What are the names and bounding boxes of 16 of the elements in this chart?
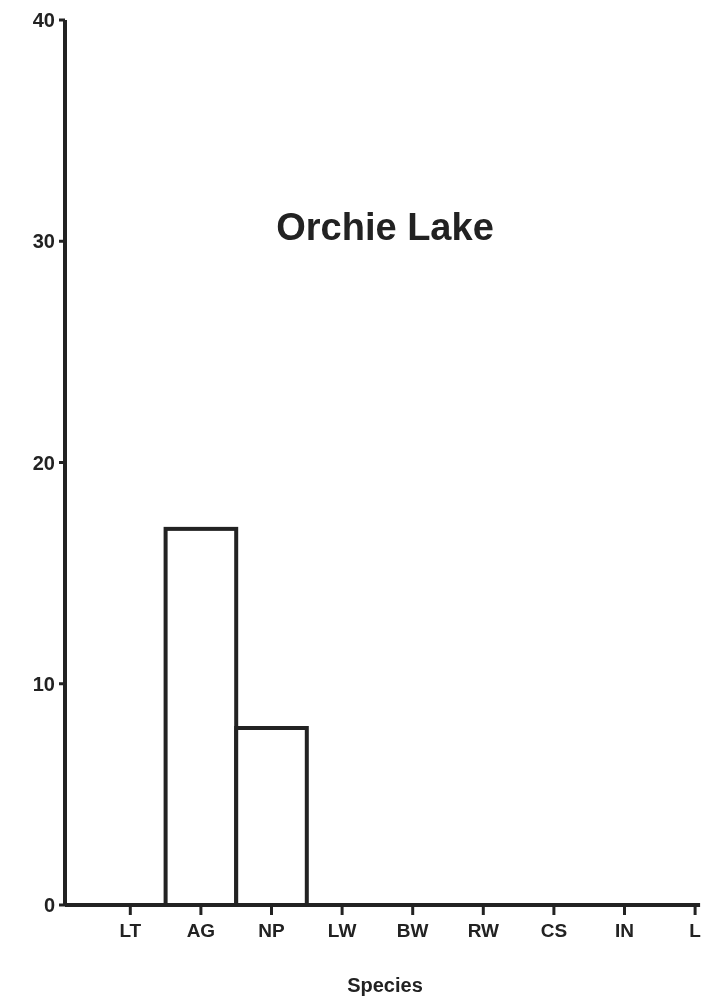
x-axis-title: Species: [347, 974, 423, 996]
y-tick-label: 0: [43, 894, 55, 916]
x-tick-label: BW: [396, 920, 429, 941]
x-tick-label: LW: [327, 920, 357, 941]
x-tick-label: L: [689, 920, 702, 941]
y-tick-label: 10: [32, 672, 55, 695]
x-tick-label: LT: [119, 920, 142, 941]
text: Orchie Lake: [276, 206, 494, 248]
x-tick-label: CS: [540, 920, 568, 941]
x-tick-label: RW: [467, 920, 500, 941]
y-tick-label: 40: [32, 9, 55, 31]
y-tick-label: 30: [32, 230, 55, 253]
y-tick-label: 20: [32, 451, 55, 474]
x-tick-label: AG: [186, 920, 216, 941]
x-tick-label: IN: [615, 920, 634, 941]
x-tick-label: NP: [258, 920, 286, 941]
